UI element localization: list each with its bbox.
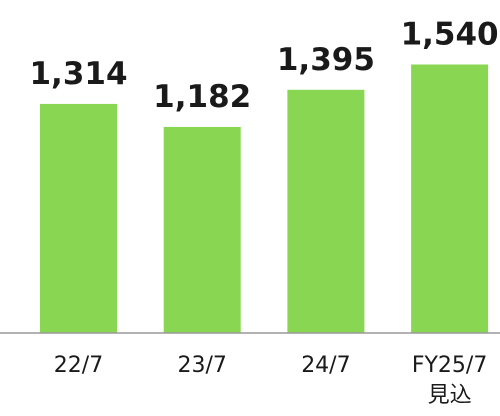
bar xyxy=(40,103,117,334)
value-label: 1,395 xyxy=(277,42,375,78)
x-tick-label: 22/7 xyxy=(54,353,103,378)
x-tick-label: 23/7 xyxy=(177,353,226,378)
bar xyxy=(287,89,365,333)
value-label: 1,540 xyxy=(401,17,499,53)
bar xyxy=(411,64,489,334)
bar xyxy=(163,126,241,334)
value-label: 1,182 xyxy=(153,79,251,115)
x-tick-label: FY25/7 見込 xyxy=(412,353,488,408)
x-tick-label: 24/7 xyxy=(301,353,350,378)
value-label: 1,314 xyxy=(29,56,127,92)
